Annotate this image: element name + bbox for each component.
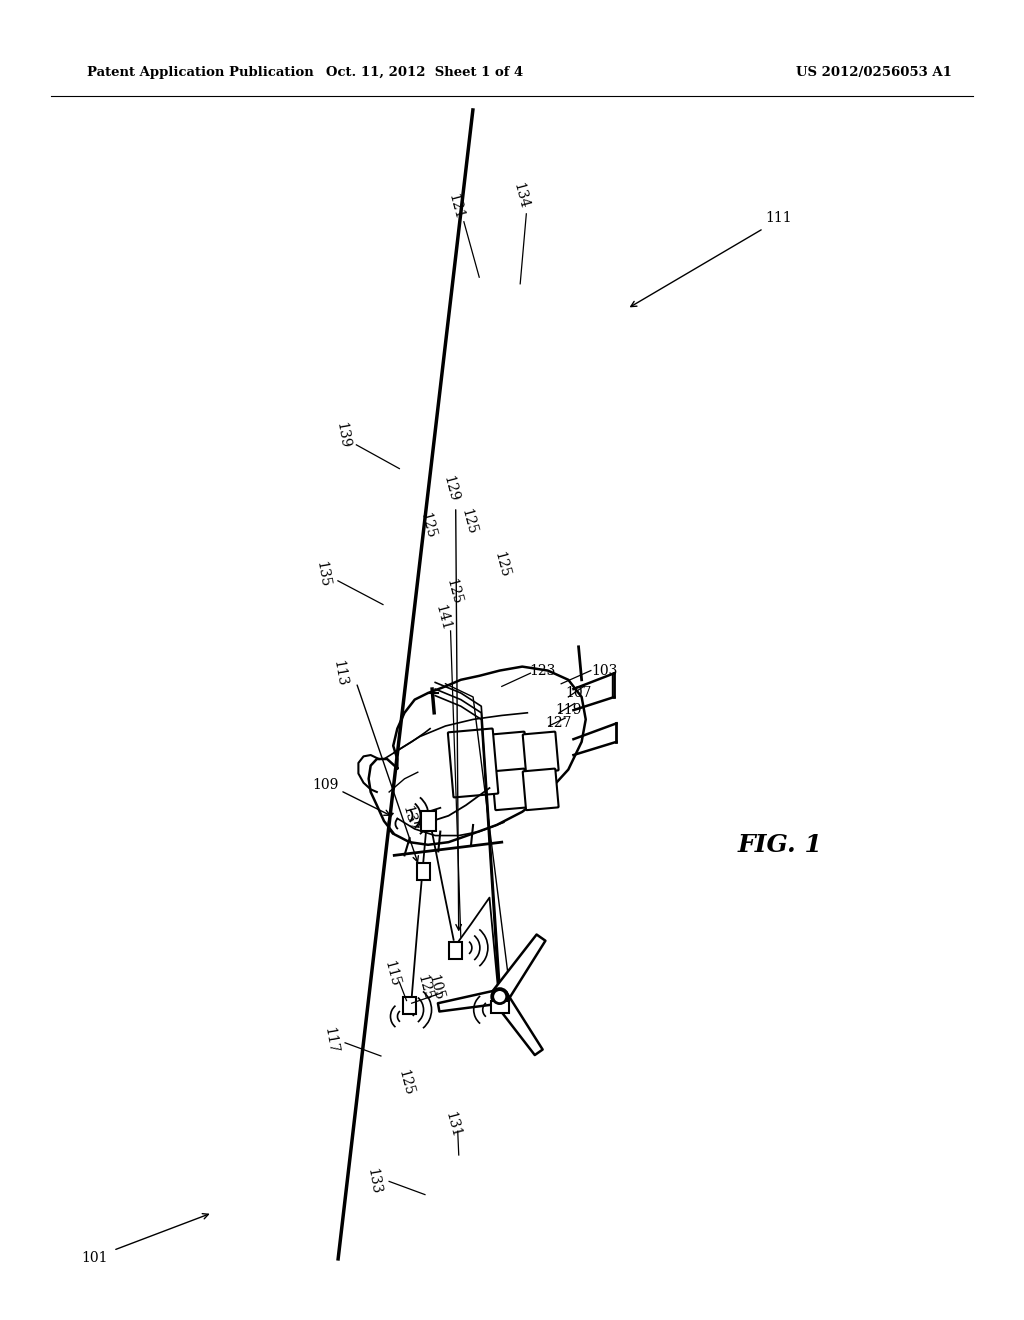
Text: 134: 134 [510,181,530,210]
Text: Patent Application Publication: Patent Application Publication [87,66,313,79]
Polygon shape [369,667,586,845]
Circle shape [492,989,508,1005]
Text: 125: 125 [443,577,464,606]
Text: 109: 109 [312,779,339,792]
FancyBboxPatch shape [493,731,527,774]
Text: 123: 123 [529,664,556,677]
Text: 125: 125 [415,973,435,1002]
Bar [450,942,462,958]
Text: 133: 133 [365,1167,383,1196]
Polygon shape [493,935,546,1002]
Text: US 2012/0256053 A1: US 2012/0256053 A1 [797,66,952,79]
Text: 127: 127 [545,717,571,730]
Text: 119: 119 [555,704,582,717]
FancyBboxPatch shape [523,768,558,810]
Text: 137: 137 [399,804,420,833]
Text: FIG. 1: FIG. 1 [737,833,822,857]
Text: 101: 101 [81,1251,108,1265]
Bar [418,863,430,879]
Text: 129: 129 [440,474,461,503]
Bar [403,998,416,1014]
Text: 125: 125 [395,1068,416,1097]
Text: 139: 139 [334,421,352,450]
FancyBboxPatch shape [493,768,527,810]
Bar [490,1001,509,1014]
FancyBboxPatch shape [523,731,558,774]
Text: 131: 131 [442,1110,463,1139]
Bar [421,812,435,830]
Text: 125: 125 [418,511,438,540]
Circle shape [493,990,507,1003]
Polygon shape [438,990,501,1011]
Text: 117: 117 [322,1026,340,1055]
Text: 107: 107 [565,686,592,700]
Text: 121: 121 [445,193,466,222]
Text: 113: 113 [331,659,349,688]
FancyBboxPatch shape [447,729,499,797]
Text: 115: 115 [381,960,401,989]
Text: 105: 105 [425,973,445,1002]
Text: Oct. 11, 2012  Sheet 1 of 4: Oct. 11, 2012 Sheet 1 of 4 [327,66,523,79]
Text: 125: 125 [459,507,479,536]
Text: 125: 125 [492,550,512,579]
Text: 103: 103 [591,664,617,677]
Text: 141: 141 [432,603,453,632]
Text: 135: 135 [313,560,332,589]
Text: 111: 111 [765,211,792,224]
Polygon shape [494,993,543,1055]
